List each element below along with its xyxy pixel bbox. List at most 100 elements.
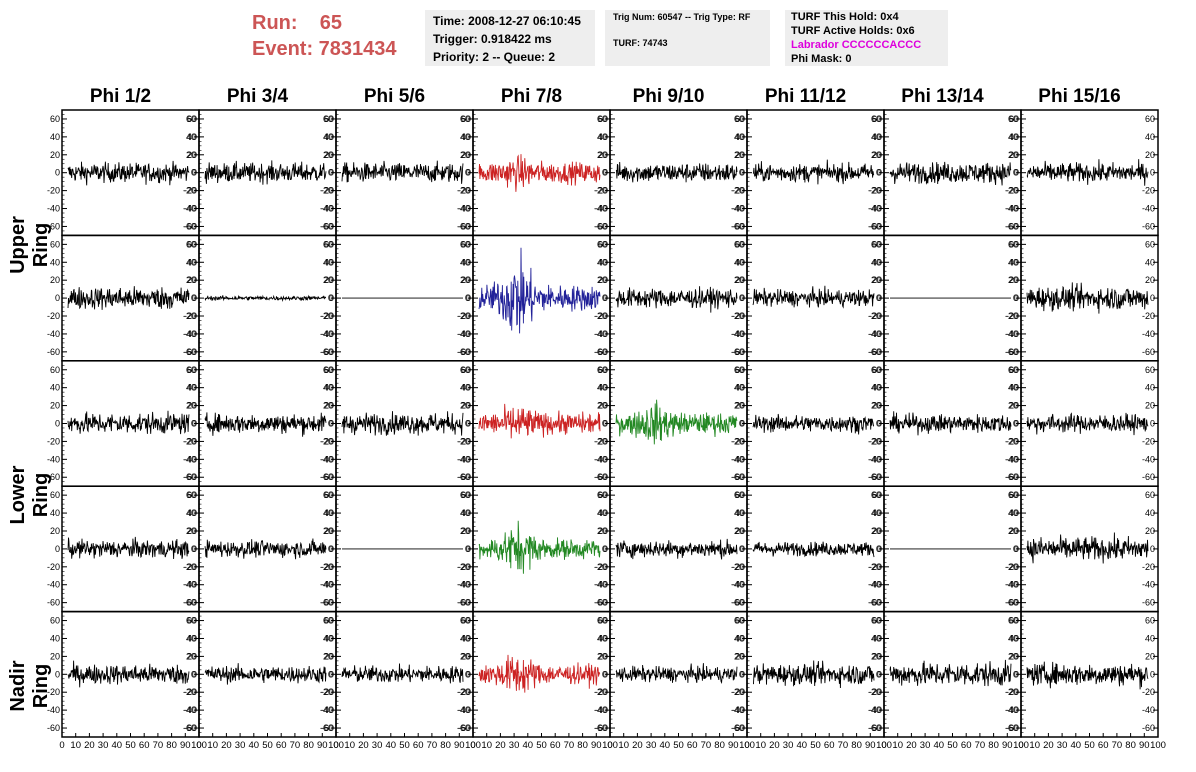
waveform-trace [889, 411, 1012, 436]
y-tick-label-right: -40 [457, 204, 470, 214]
y-tick-label-right: 20 [323, 150, 333, 160]
y-tick-label-left: 40 [324, 383, 334, 393]
panel-r1-c7: 60 60 40 40 20 20 0 0 -20 -20 -40 -40 -60 -60 [1006, 234, 1159, 362]
y-tick-label-right: -40 [731, 705, 744, 715]
y-tick-label-left: 40 [324, 257, 334, 267]
y-tick-label-left: -20 [47, 186, 60, 196]
y-tick-label-left: 40 [461, 257, 471, 267]
y-tick-label-left: 0 [55, 544, 60, 554]
y-tick-label-right: 0 [602, 293, 607, 303]
waveform-trace [615, 663, 738, 685]
y-tick-label-left: 20 [461, 150, 471, 160]
y-tick-label-right: -40 [183, 204, 196, 214]
y-tick-label-right: 40 [1145, 132, 1155, 142]
y-tick-label-right: 40 [323, 257, 333, 267]
panel-r0-c4: 60 60 40 40 20 20 0 0 -20 -20 -40 -40 -60 -60 [595, 109, 748, 237]
waveform-trace [204, 294, 327, 302]
y-tick-label-right: 0 [328, 419, 333, 429]
time-info-box: Time: 2008-12-27 06:10:45 Trigger: 0.918… [425, 10, 595, 66]
x-tick-label: 10 [344, 740, 355, 751]
y-tick-label-right: 60 [1145, 239, 1155, 249]
y-tick-label-left: 40 [324, 132, 334, 142]
y-tick-label-right: -60 [731, 598, 744, 608]
y-tick-label-right: 60 [323, 365, 333, 375]
y-tick-label-left: -20 [732, 186, 745, 196]
y-tick-label-right: -60 [868, 598, 881, 608]
x-tick-label: 60 [413, 740, 424, 751]
y-tick-label-right: 0 [739, 669, 744, 679]
y-tick-label-right: 20 [734, 651, 744, 661]
waveform-trace [752, 159, 875, 185]
y-tick-label-left: -40 [47, 580, 60, 590]
y-tick-label-left: -60 [321, 221, 334, 231]
y-tick-label-left: 60 [461, 239, 471, 249]
y-tick-label-right: 20 [734, 526, 744, 536]
y-tick-label-right: 0 [1150, 168, 1155, 178]
y-tick-label-right: -60 [731, 723, 744, 733]
y-tick-label-left: -60 [869, 723, 882, 733]
y-tick-label-left: 60 [187, 365, 197, 375]
y-tick-label-right: 60 [1008, 365, 1018, 375]
y-tick-label-left: 0 [55, 168, 60, 178]
trig-info-box: Trig Num: 60547 -- Trig Type: RF TURF: 7… [605, 10, 770, 66]
y-tick-label-right: 40 [597, 508, 607, 518]
y-tick-label-right: 20 [1145, 150, 1155, 160]
y-tick-label-right: 20 [597, 150, 607, 160]
y-tick-label-right: -40 [1005, 705, 1018, 715]
y-tick-label-right: 60 [323, 616, 333, 626]
y-tick-label-right: 60 [597, 365, 607, 375]
y-tick-label-left: 40 [598, 383, 608, 393]
y-tick-label-left: 20 [50, 275, 60, 285]
y-tick-label-right: -60 [457, 598, 470, 608]
y-tick-label-left: -40 [595, 580, 608, 590]
panel-r4-c1: 60 60 40 40 20 20 0 0 -20 -20 -40 -40 -60 -60 [184, 610, 337, 738]
y-tick-label-left: 60 [324, 365, 334, 375]
turf-text: TURF: 74743 [613, 38, 668, 48]
y-tick-label-left: -60 [321, 598, 334, 608]
panel-r4-c2: 60 60 40 40 20 20 0 0 -20 -20 -40 -40 -60 -60 [321, 610, 474, 738]
y-tick-label-left: 0 [466, 669, 471, 679]
y-tick-label-left: 60 [324, 616, 334, 626]
y-tick-label-right: 20 [460, 401, 470, 411]
y-tick-label-right: -40 [320, 454, 333, 464]
panel-r2-c0: 60 60 40 40 20 20 0 0 -20 -20 -40 -40 -60 -60 [47, 360, 200, 487]
y-tick-label-left: -60 [1006, 221, 1019, 231]
y-tick-label-left: 20 [872, 651, 882, 661]
y-tick-label-left: -20 [321, 562, 334, 572]
x-tick-label: 20 [632, 740, 643, 751]
waveform-trace [341, 411, 464, 436]
y-tick-label-left: 20 [324, 651, 334, 661]
y-tick-label-right: -60 [1005, 723, 1018, 733]
waveform-trace [889, 161, 1012, 186]
y-tick-label-left: -40 [321, 204, 334, 214]
y-tick-label-left: 40 [461, 383, 471, 393]
y-tick-label-left: 20 [461, 651, 471, 661]
panel-r3-c3: 60 60 40 40 20 20 0 0 -20 -20 -40 -40 -60 -60 [458, 485, 611, 613]
y-tick-label-left: 20 [324, 275, 334, 285]
y-tick-label-right: -20 [1142, 436, 1155, 446]
x-tick-label: 0 [881, 740, 886, 751]
y-tick-label-right: 60 [597, 239, 607, 249]
x-tick-label: 20 [221, 740, 232, 751]
waveform-trace [1026, 661, 1149, 690]
y-tick-label-right: 0 [465, 669, 470, 679]
y-tick-label-right: -20 [868, 562, 881, 572]
y-tick-label-right: 60 [460, 490, 470, 500]
col-header-phi-1-2: Phi 1/2 [89, 86, 152, 107]
y-tick-label-right: -60 [868, 221, 881, 231]
y-tick-label-left: -20 [184, 311, 197, 321]
y-tick-label-right: 0 [876, 669, 881, 679]
y-tick-label-left: -20 [869, 311, 882, 321]
y-tick-label-right: 40 [734, 508, 744, 518]
y-tick-label-left: -20 [1006, 687, 1019, 697]
y-tick-label-right: -40 [868, 454, 881, 464]
y-tick-label-right: 60 [186, 616, 196, 626]
panel-r4-c3: 60 60 40 40 20 20 0 0 -20 -20 -40 -40 -60 -60 [458, 610, 611, 738]
x-tick-label: 10 [481, 740, 492, 751]
y-tick-label-right: 40 [734, 633, 744, 643]
waveform-trace [615, 538, 738, 560]
y-tick-label-left: -40 [869, 580, 882, 590]
x-tick-label: 50 [673, 740, 684, 751]
y-tick-label-left: 20 [872, 275, 882, 285]
panel-r0-c5: 60 60 40 40 20 20 0 0 -20 -20 -40 -40 -60 -60 [732, 109, 885, 237]
